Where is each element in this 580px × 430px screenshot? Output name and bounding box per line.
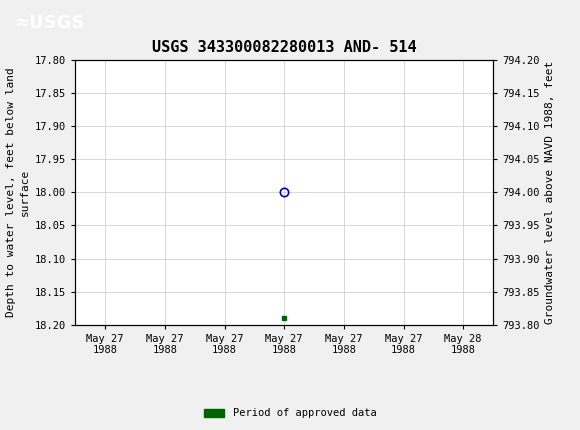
Y-axis label: Groundwater level above NAVD 1988, feet: Groundwater level above NAVD 1988, feet: [545, 61, 555, 324]
Legend: Period of approved data: Period of approved data: [200, 404, 380, 423]
Title: USGS 343300082280013 AND- 514: USGS 343300082280013 AND- 514: [152, 40, 416, 55]
Y-axis label: Depth to water level, feet below land
surface: Depth to water level, feet below land su…: [6, 68, 30, 317]
Text: ≈USGS: ≈USGS: [14, 15, 85, 33]
